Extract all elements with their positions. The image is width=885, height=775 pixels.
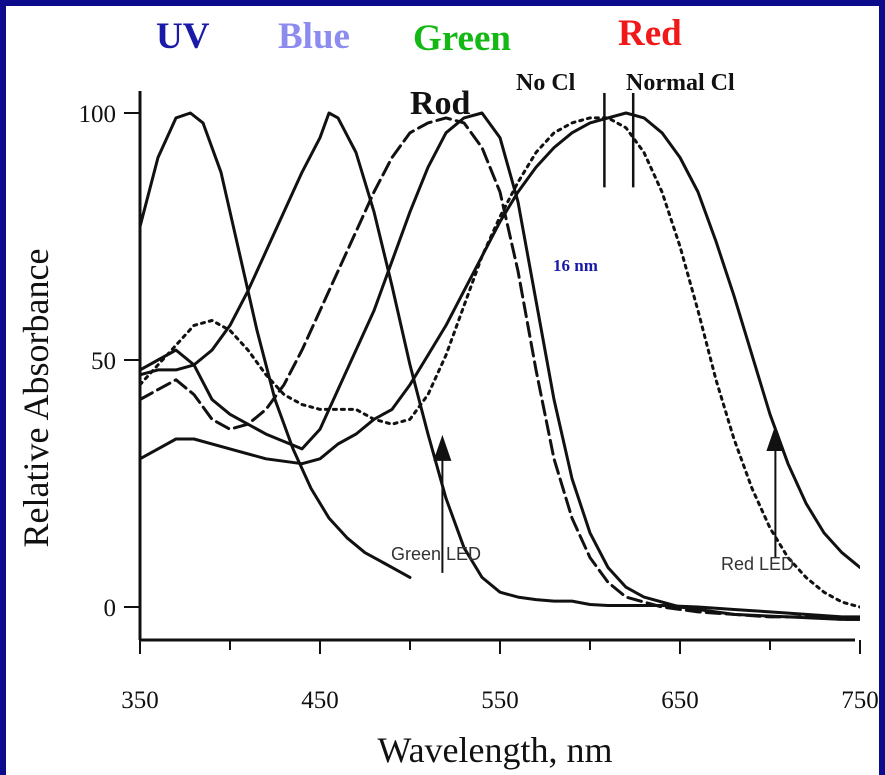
x-tick-label: 350	[121, 687, 159, 714]
absorbance-curve-1	[140, 111, 412, 579]
absorbance-curve-3	[140, 111, 860, 621]
header-label-blue: Blue	[278, 16, 350, 57]
chart-frame: UV Blue Green Red Relative Absorbance Wa…	[6, 6, 879, 775]
annotation-16nm: 16 nm	[553, 256, 598, 275]
annotation-rod: Rod	[410, 85, 471, 122]
annotation-red-led: Red LED	[721, 554, 794, 574]
annotation-no-cl: No Cl	[516, 70, 576, 96]
y-tick-label: 0	[104, 595, 117, 622]
annotation-green-led: Green LED	[391, 544, 481, 564]
header-label-green: Green	[413, 18, 511, 59]
y-axis-title: Relative Absorbance	[16, 249, 56, 548]
absorbance-chart: UV Blue Green Red Relative Absorbance Wa…	[16, 13, 879, 770]
x-tick-label: 750	[841, 687, 879, 714]
absorbance-curve-4	[140, 116, 860, 621]
absorbance-curve-2	[140, 111, 860, 619]
x-tick-label: 450	[301, 687, 339, 714]
y-tick-label: 50	[91, 348, 116, 375]
header-label-uv: UV	[156, 16, 210, 57]
header-label-red: Red	[618, 13, 682, 54]
y-tick-label: 100	[79, 101, 117, 128]
x-tick-label: 550	[481, 687, 519, 714]
absorbance-curve-5	[140, 116, 860, 609]
annotation-normal-cl: Normal Cl	[626, 70, 735, 96]
x-axis-title: Wavelength, nm	[377, 730, 612, 770]
led-arrow-head	[433, 434, 452, 461]
absorbance-curve-6	[140, 111, 860, 569]
led-arrow-head	[766, 425, 785, 452]
x-tick-label: 650	[661, 687, 699, 714]
